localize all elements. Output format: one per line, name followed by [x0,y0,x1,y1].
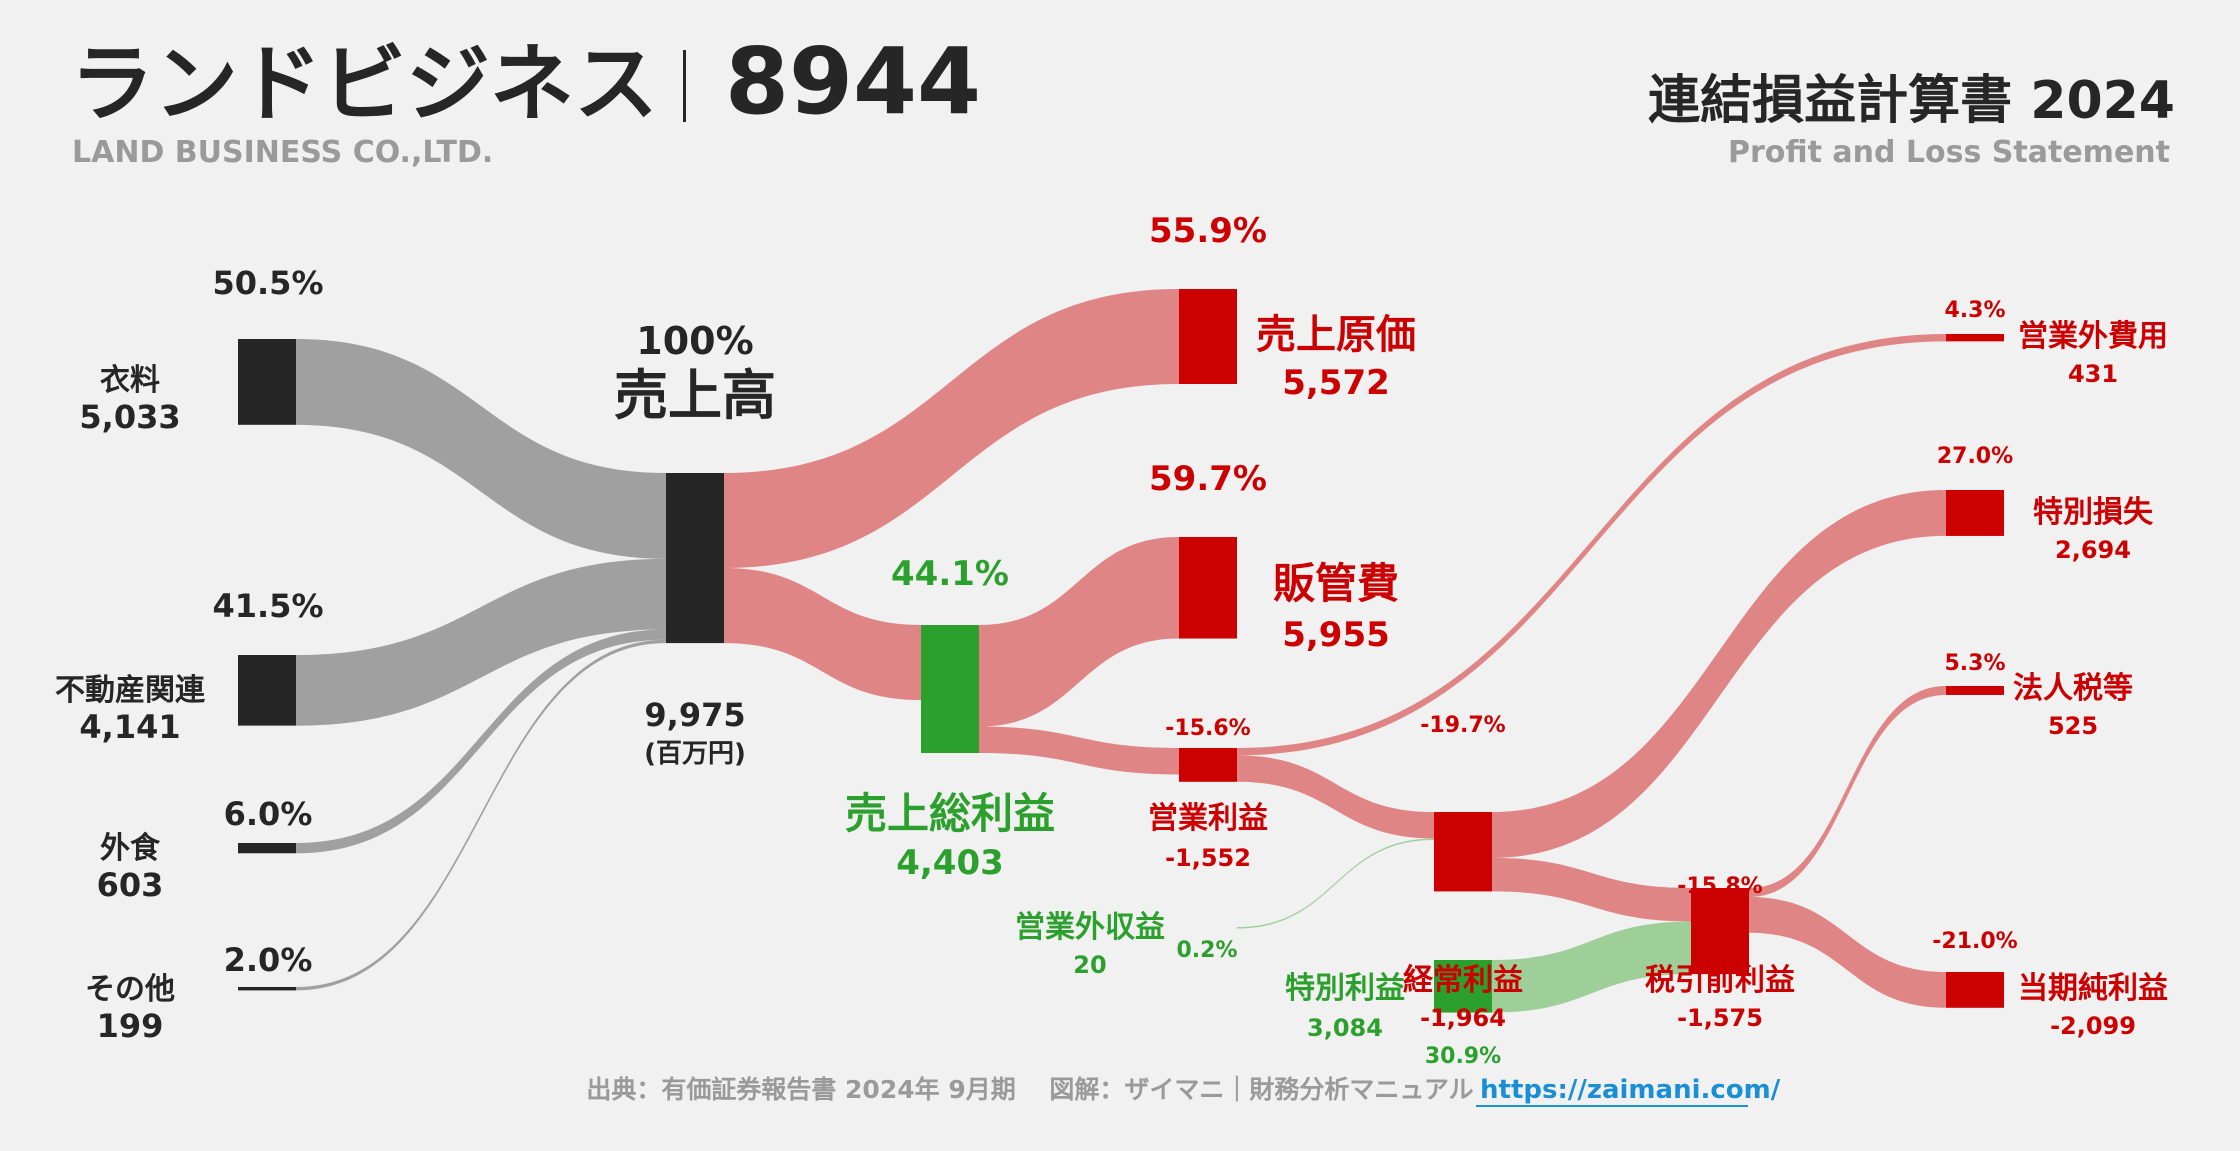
gross-profit-name: 売上総利益 [845,789,1055,838]
special-gain-name: 特別利益 [1285,971,1405,1006]
sankey-flows [296,289,1946,1013]
flow-special_gain-to-pretax [1492,921,1691,1013]
special-loss-name: 特別損失 [2033,495,2154,530]
seg-food-value: 603 [97,866,164,904]
pretax-pct: -15.8% [1677,874,1762,899]
nonop-income-name: 営業外収益 [1015,910,1165,945]
flow-ordinary-to-pretax [1492,857,1691,922]
node-revenue [666,473,724,644]
revenue-value: 9,975 [644,696,745,734]
node-seg-food [238,843,296,854]
node-special-loss [1946,490,2004,536]
flow-operating-to-ordinary [1237,755,1434,839]
gross-profit-pct: 44.1% [891,554,1009,594]
flow-gross_profit-to-sga [979,537,1179,727]
tax-name: 法人税等 [2013,671,2133,706]
seg-food-pct: 6.0% [224,795,313,833]
seg-clothing-pct: 50.5% [212,264,323,302]
special-loss-pct: 27.0% [1937,444,2013,469]
ordinary-value: -1,964 [1420,1004,1506,1032]
company-name-jp: ランドビジネス [70,35,658,133]
special-gain-pct: 30.9% [1425,1044,1501,1069]
special-gain-value: 3,084 [1307,1014,1383,1042]
seg-realestate-pct: 41.5% [212,587,323,625]
sankey-nodes [238,289,2004,1013]
flow-revenue-to-cogs [724,289,1179,569]
title-divider [683,50,686,122]
node-seg-realestate [238,655,296,726]
ordinary-pct: -19.7% [1420,713,1505,738]
operating-value: -1,552 [1165,844,1251,872]
pretax-name: 税引前利益 [1645,963,1795,998]
tax-value: 525 [2048,712,2098,740]
flow-seg_food-to-revenue [296,629,666,854]
sga-pct: 59.7% [1149,459,1267,499]
node-gross-profit [921,625,979,753]
footer-source: 出典：有価証券報告書 2024年 9月期 図解：ザイマニ｜財務分析マニュアル [586,1075,1473,1104]
nonop-expense-name: 営業外費用 [2018,319,2168,354]
seg-other-value: 199 [97,1007,164,1045]
node-sga [1179,537,1237,639]
revenue-unit: (百万円) [644,739,746,769]
sga-name: 販管費 [1273,559,1399,608]
operating-pct: -15.6% [1165,716,1250,741]
node-pretax [1691,888,1749,975]
flow-operating-to-nonop_expense [1237,334,1946,756]
cogs-name: 売上原価 [1256,312,1416,358]
flow-pretax-to-tax [1749,686,1946,897]
statement-title-en: Profit and Loss Statement [1728,135,2170,170]
statement-title-jp: 連結損益計算書 2024 [1648,71,2175,131]
gross-profit-value: 4,403 [896,843,1004,883]
seg-other-name: その他 [85,972,175,1007]
net-pct: -21.0% [1932,929,2017,954]
ordinary-name: 経常利益 [1403,963,1523,998]
flow-seg_realestate-to-revenue [296,558,666,726]
flow-nonop_income-to-ordinary [1237,838,1434,929]
revenue-pct: 100% [636,319,753,363]
seg-food-name: 外食 [100,831,161,866]
node-ordinary [1434,812,1492,892]
node-seg-clothing [238,339,296,425]
company-name-en: LAND BUSINESS CO.,LTD. [72,135,493,170]
seg-clothing-value: 5,033 [79,398,180,436]
nonop-income-pct: 0.2% [1176,938,1237,963]
footer-url-underline [1476,1105,1748,1107]
nonop-income-value: 20 [1073,951,1106,979]
pretax-value: -1,575 [1677,1004,1763,1032]
node-seg-other [238,987,296,991]
net-value: -2,099 [2050,1012,2136,1040]
node-operating [1179,748,1237,782]
cogs-pct: 55.9% [1149,211,1267,251]
ticker-code: 8944 [725,28,981,135]
special-loss-value: 2,694 [2055,536,2131,564]
flow-gross_profit-to-operating [979,726,1179,775]
node-cogs [1179,289,1237,385]
node-special-gain [1434,960,1492,1013]
nonop-expense-value: 431 [2068,360,2118,388]
flow-revenue-to-gross_profit [724,568,921,701]
node-tax [1946,686,2004,695]
flow-seg_clothing-to-revenue [296,339,666,559]
cogs-value: 5,572 [1282,363,1390,403]
flow-pretax-to-net [1749,896,1946,1008]
flow-seg_other-to-revenue [296,639,666,991]
node-nonop-expense [1946,334,2004,342]
operating-name: 営業利益 [1148,801,1268,836]
nonop-expense-pct: 4.3% [1944,298,2005,323]
net-name: 当期純利益 [2018,971,2168,1006]
sga-value: 5,955 [1282,615,1390,655]
node-net [1946,972,2004,1008]
flow-ordinary-to-special_loss [1492,490,1946,858]
seg-other-pct: 2.0% [224,941,313,979]
tax-pct: 5.3% [1944,651,2005,676]
seg-realestate-value: 4,141 [79,708,180,746]
seg-clothing-name: 衣料 [100,363,160,398]
revenue-name: 売上高 [614,364,776,427]
footer-url[interactable]: https://zaimani.com/ [1480,1075,1781,1105]
seg-realestate-name: 不動産関連 [55,673,206,708]
